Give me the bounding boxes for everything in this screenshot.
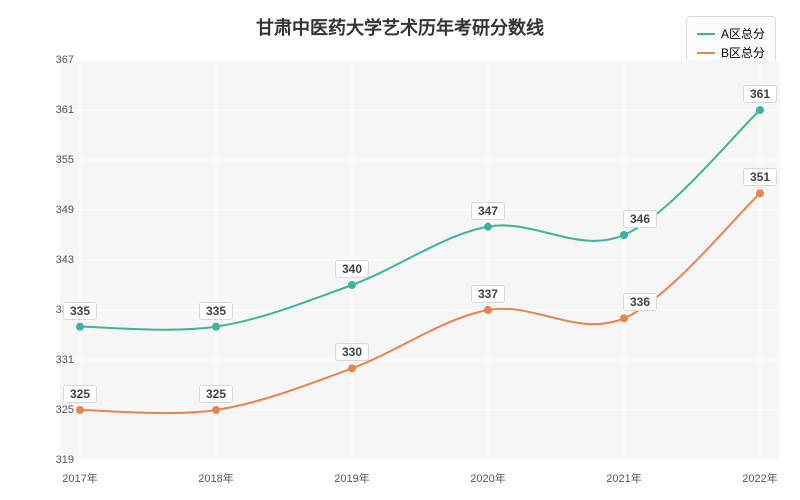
data-label: 325 (199, 385, 233, 403)
chart-title: 甘肃中医药大学艺术历年考研分数线 (256, 14, 544, 40)
x-tick-label: 2017年 (62, 470, 97, 486)
data-label: 336 (623, 293, 657, 311)
series-line (80, 193, 760, 413)
data-point (484, 306, 492, 314)
data-point (212, 323, 220, 331)
x-tick-label: 2020年 (470, 470, 505, 486)
legend-swatch-b (697, 52, 715, 54)
data-label: 335 (199, 302, 233, 320)
x-tick-label: 2022年 (742, 470, 777, 486)
plot-area (60, 60, 780, 460)
legend-swatch-a (697, 33, 715, 35)
data-label: 330 (335, 343, 369, 361)
y-tick-label: 349 (56, 204, 74, 216)
data-label: 351 (743, 168, 777, 186)
data-point (212, 406, 220, 414)
chart-container: 甘肃中医药大学艺术历年考研分数线 A区总分 B区总分 319 325 331 337 3… (0, 0, 800, 500)
legend-item-a: A区总分 (697, 25, 765, 42)
legend-label-b: B区总分 (721, 44, 765, 61)
data-label: 335 (63, 302, 97, 320)
data-label: 337 (471, 285, 505, 303)
data-point (756, 189, 764, 197)
data-label: 340 (335, 260, 369, 278)
y-tick-label: 325 (56, 404, 74, 416)
data-point (76, 323, 84, 331)
x-tick-label: 2018年 (198, 470, 233, 486)
x-tick-label: 2019年 (334, 470, 369, 486)
y-tick-label: 367 (56, 54, 74, 66)
data-point (348, 364, 356, 372)
data-point (484, 223, 492, 231)
legend-item-b: B区总分 (697, 44, 765, 61)
y-tick-label: 355 (56, 154, 74, 166)
data-label: 347 (471, 202, 505, 220)
chart-svg (60, 60, 780, 460)
data-label: 346 (623, 210, 657, 228)
data-label: 361 (743, 85, 777, 103)
data-point (756, 106, 764, 114)
y-tick-label: 361 (56, 104, 74, 116)
legend-label-a: A区总分 (721, 25, 765, 42)
y-tick-label: 343 (56, 254, 74, 266)
x-tick-label: 2021年 (606, 470, 641, 486)
data-point (348, 281, 356, 289)
data-point (76, 406, 84, 414)
data-label: 325 (63, 385, 97, 403)
y-tick-label: 331 (56, 354, 74, 366)
data-point (620, 314, 628, 322)
data-point (620, 231, 628, 239)
y-tick-label: 319 (56, 454, 74, 466)
